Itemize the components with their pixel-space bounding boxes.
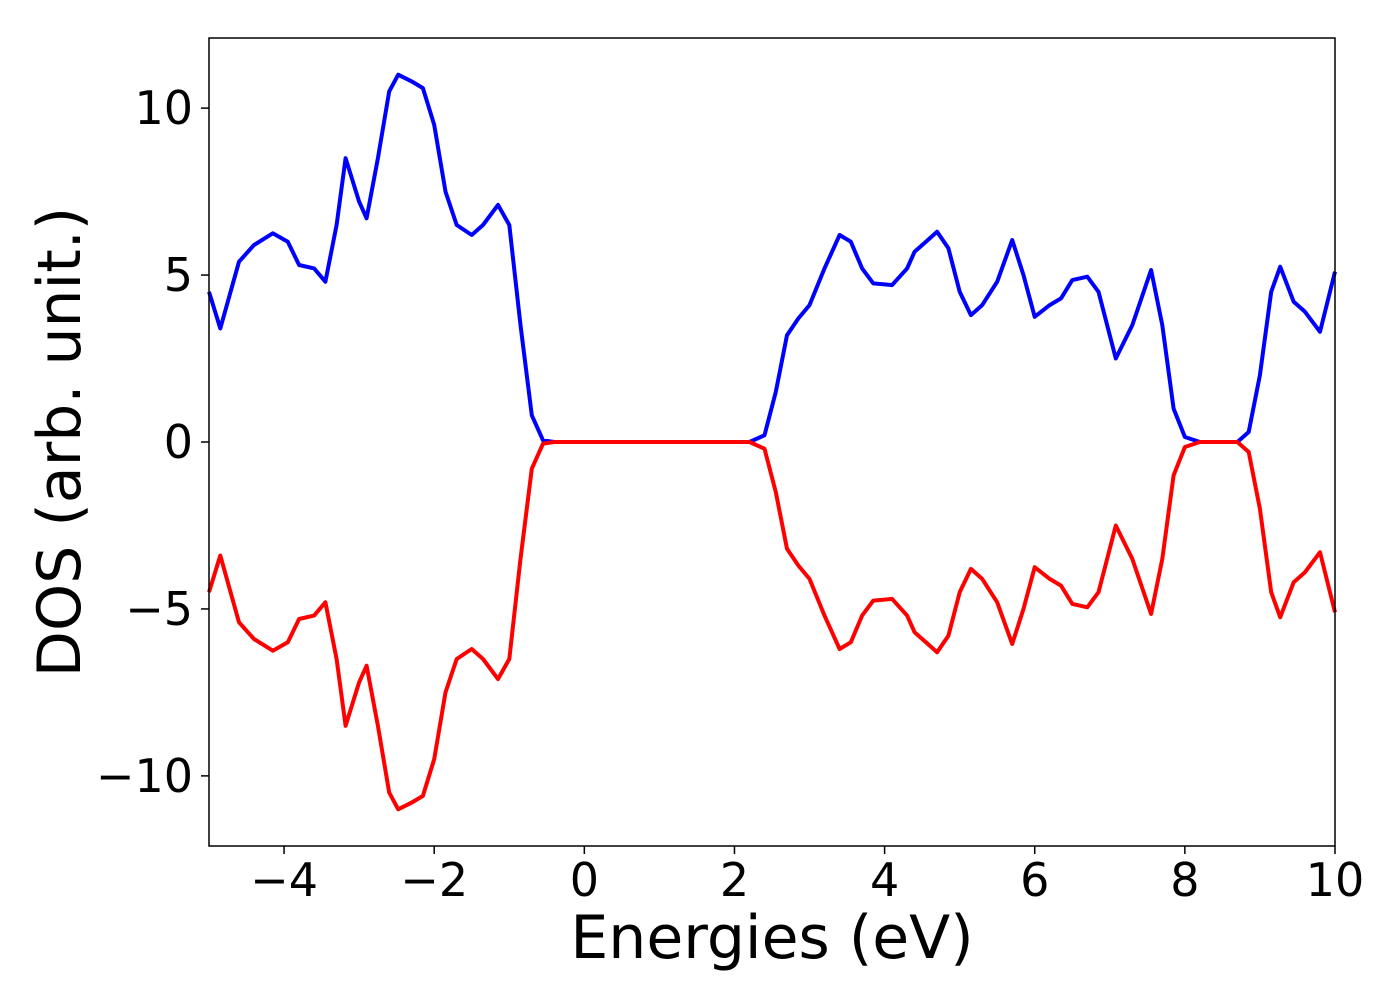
y-tick-label: 10 <box>134 81 193 135</box>
y-tick-label: 5 <box>164 248 193 302</box>
x-tick-label: 10 <box>1306 853 1365 907</box>
x-tick-label: 4 <box>870 853 899 907</box>
x-tick-label: 6 <box>1020 853 1049 907</box>
data-line <box>207 440 1337 812</box>
y-tick-label: −5 <box>125 582 193 636</box>
data-line <box>207 72 1337 444</box>
x-tick-label: 0 <box>570 853 599 907</box>
plot-frame <box>208 37 1336 847</box>
x-axis-label: Energies (eV) <box>570 903 973 973</box>
x-tick-label: −4 <box>250 853 318 907</box>
y-axis-label: DOS (arb. unit.) <box>25 207 95 677</box>
y-tick-label: −10 <box>96 749 193 803</box>
x-tick-label: 8 <box>1170 853 1199 907</box>
y-tick-label: 0 <box>164 415 193 469</box>
x-tick-label: 2 <box>720 853 749 907</box>
x-tick-label: −2 <box>400 853 468 907</box>
